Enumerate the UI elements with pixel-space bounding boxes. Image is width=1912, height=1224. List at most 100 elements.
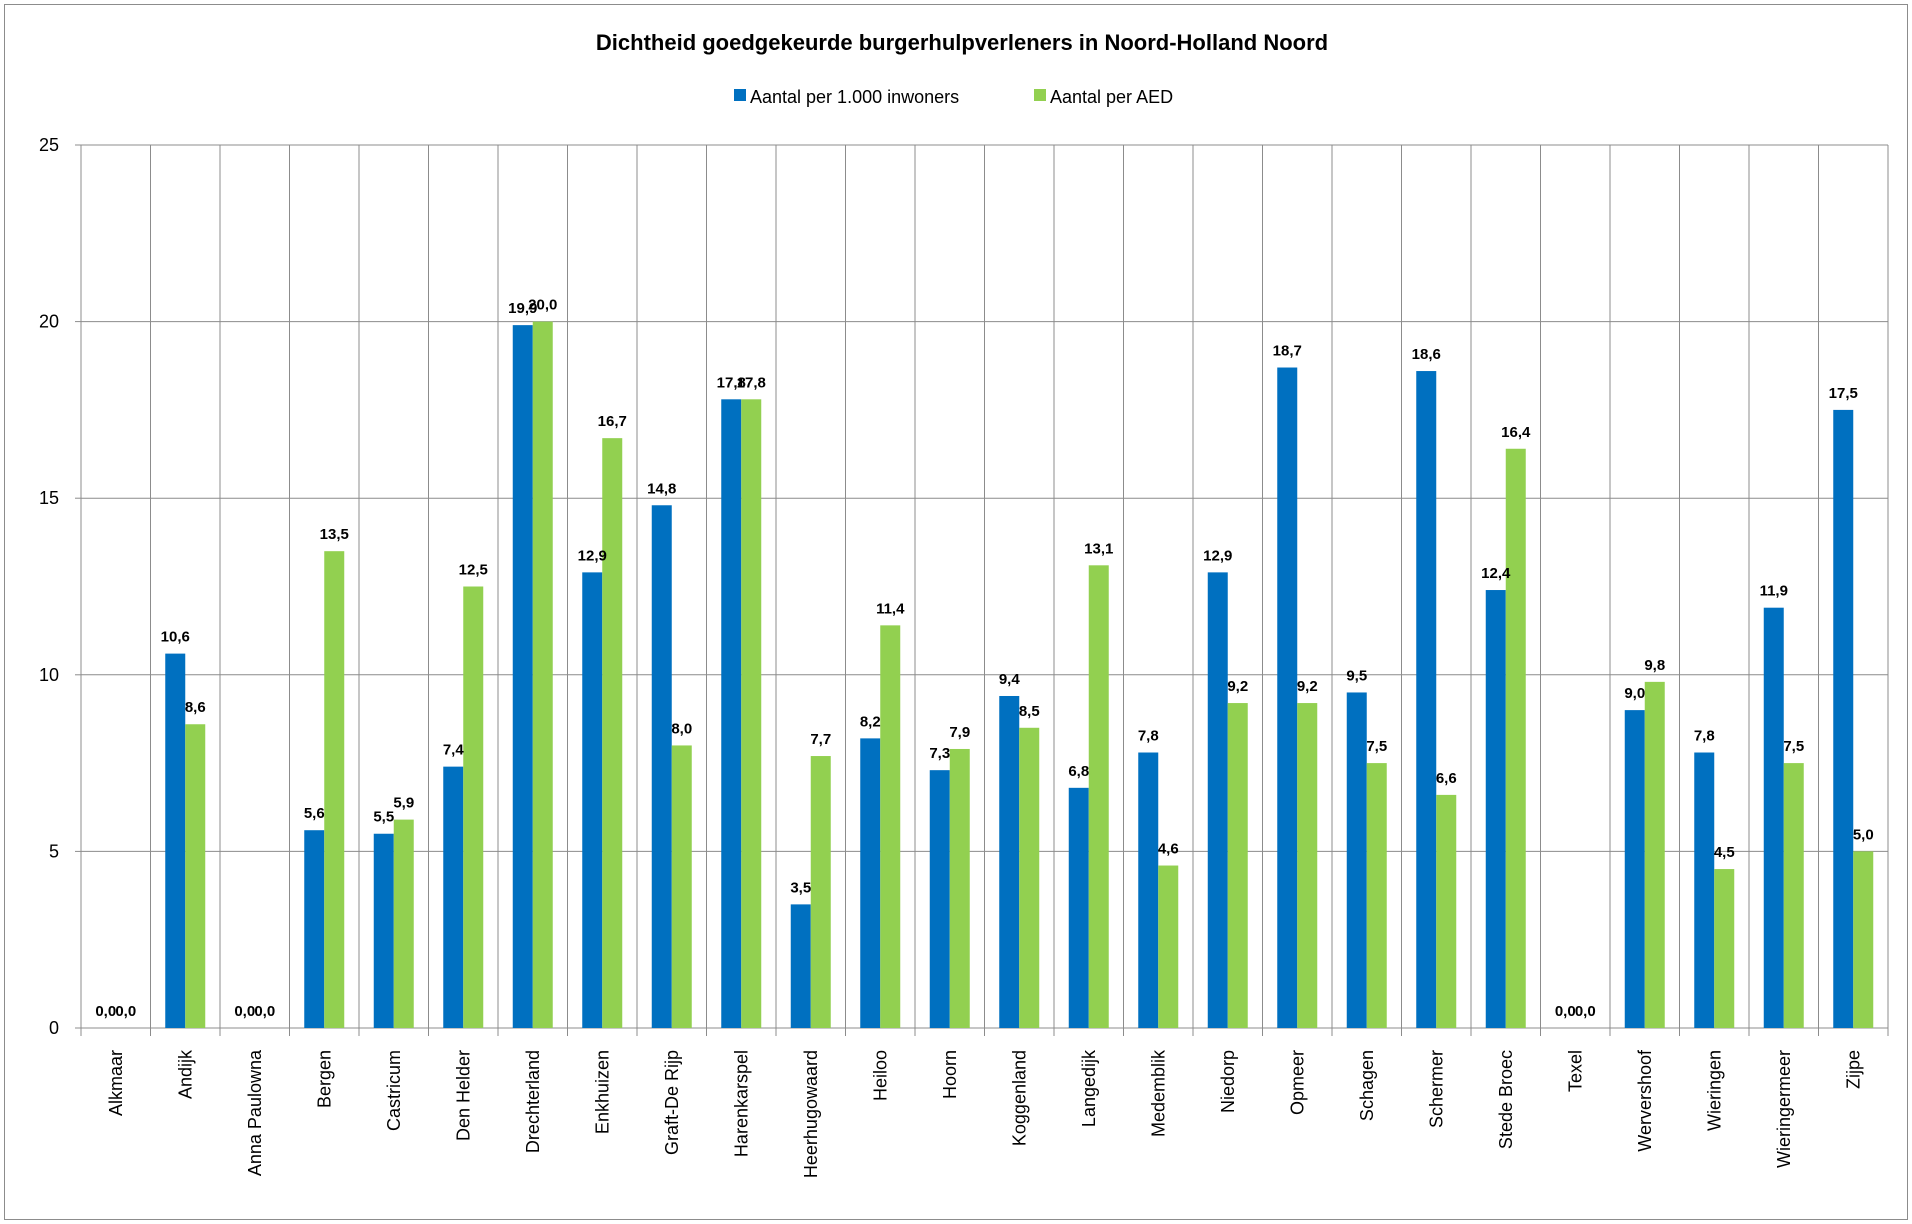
category-label: Opmeer	[1287, 1050, 1307, 1115]
bar-series-1	[1068, 787, 1089, 1028]
data-label-series-2: 5,0	[1853, 826, 1874, 843]
bar-series-1	[1694, 752, 1715, 1028]
bar-series-2	[1505, 448, 1526, 1028]
data-label-series-1: 12,4	[1481, 565, 1511, 582]
category-label: Texel	[1565, 1050, 1585, 1092]
bar-series-2	[741, 399, 762, 1029]
bar-series-2	[1088, 565, 1109, 1028]
y-axis: 0 5 10 15 20 25	[39, 135, 82, 1038]
data-label-series-1: 12,9	[1203, 547, 1232, 564]
data-label-series-2: 13,5	[320, 526, 349, 543]
category-label: Enkhuizen	[592, 1050, 612, 1134]
data-label-series-2: 8,6	[185, 699, 206, 716]
bar-series-1	[582, 572, 603, 1028]
category-label: Wieringen	[1704, 1050, 1724, 1131]
data-label-series-2: 8,5	[1019, 703, 1040, 720]
category-label: Drechterland	[523, 1050, 543, 1153]
legend-swatch-series-2	[1034, 89, 1046, 101]
data-label-series-1: 9,0	[1624, 685, 1645, 702]
category-label: Stede Broec	[1496, 1050, 1516, 1149]
category-label: Castricum	[384, 1050, 404, 1131]
category-label: Alkmaar	[106, 1050, 126, 1116]
bar-series-2	[1297, 703, 1318, 1028]
legend-label-series-1: Aantal per 1.000 inwoners	[750, 87, 959, 107]
data-label-series-2: 16,4	[1501, 424, 1531, 441]
data-label-series-2: 6,6	[1436, 770, 1457, 787]
category-label: Wervershoof	[1635, 1049, 1655, 1152]
legend: Aantal per 1.000 inwoners Aantal per AED	[734, 87, 1173, 107]
bar-series-1	[1624, 710, 1645, 1028]
data-label-series-1: 0,0	[95, 1003, 116, 1020]
data-label-series-1: 8,2	[860, 713, 881, 730]
bar-series-1	[512, 325, 533, 1029]
legend-label-series-2: Aantal per AED	[1050, 87, 1173, 107]
data-label-series-2: 16,7	[598, 413, 627, 430]
data-label-series-2: 13,1	[1084, 540, 1113, 557]
category-label: Den Helder	[453, 1050, 473, 1141]
bar-series-1	[651, 505, 672, 1028]
gridlines	[80, 144, 1889, 1036]
bar-series-1	[929, 770, 950, 1028]
y-tick-label: 15	[39, 488, 59, 508]
data-label-series-1: 3,5	[790, 879, 811, 896]
category-label: Schagen	[1357, 1050, 1377, 1121]
bar-series-2	[949, 748, 970, 1028]
category-label: Medemblik	[1148, 1049, 1168, 1137]
data-label-series-2: 7,5	[1783, 738, 1804, 755]
bar-series-1	[1277, 367, 1298, 1028]
data-label-series-1: 0,0	[234, 1003, 255, 1020]
category-label: Schermer	[1426, 1050, 1446, 1128]
bar-series-2	[880, 625, 901, 1028]
category-label: Heerhugowaard	[801, 1050, 821, 1178]
data-label-series-2: 20,0	[528, 297, 557, 314]
data-label-series-2: 0,0	[1575, 1003, 1596, 1020]
bar-series-2	[1158, 865, 1179, 1028]
bar-series-1	[1138, 752, 1159, 1028]
bar-series-1	[1485, 590, 1506, 1028]
bar-series-1	[1416, 371, 1437, 1029]
bar-series-1	[1207, 572, 1228, 1028]
data-label-series-1: 5,5	[373, 809, 394, 826]
data-label-series-2: 17,8	[737, 374, 766, 391]
category-label: Wieringermeer	[1774, 1050, 1794, 1168]
data-label-series-1: 17,8	[717, 374, 746, 391]
bar-series-2	[1366, 763, 1387, 1028]
data-label-series-1: 7,3	[929, 745, 950, 762]
category-label: Zijpe	[1843, 1050, 1863, 1089]
bar-series-1	[443, 766, 464, 1028]
data-label-series-2: 4,5	[1714, 844, 1735, 861]
data-label-series-1: 17,5	[1829, 385, 1858, 402]
bar-series-1	[304, 830, 325, 1028]
bar-series-2	[810, 756, 831, 1028]
data-label-series-2: 12,5	[459, 562, 488, 579]
data-label-series-1: 7,8	[1138, 728, 1159, 745]
category-label: Graft-De Rijp	[662, 1050, 682, 1155]
bar-series-2	[1783, 763, 1804, 1028]
data-label-series-1: 6,8	[1068, 763, 1089, 780]
bar-series-2	[1644, 681, 1665, 1028]
data-label-series-2: 11,4	[876, 600, 905, 617]
category-label: Koggenland	[1009, 1050, 1029, 1146]
data-label-series-2: 0,0	[115, 1003, 136, 1020]
category-labels: Alkmaar Andijk Anna Paulowna Bergen Castricu…	[106, 1049, 1864, 1178]
data-label-series-2: 0,0	[254, 1003, 275, 1020]
bar-series-1	[1346, 692, 1367, 1028]
y-tick-label: 10	[39, 665, 59, 685]
bar-series-2	[1853, 851, 1874, 1028]
data-label-series-2: 8,0	[671, 720, 692, 737]
data-labels: 0,0 0,010,68,60,0 0,05,613,55,55,97,412,51…	[95, 297, 1873, 1020]
data-label-series-1: 10,6	[161, 629, 190, 646]
bar-series-2	[324, 551, 345, 1028]
data-label-series-2: 7,5	[1366, 738, 1387, 755]
category-label: Heiloo	[870, 1050, 890, 1101]
category-label: Hoorn	[940, 1050, 960, 1099]
data-label-series-1: 18,7	[1273, 343, 1302, 360]
bar-series-1	[373, 833, 394, 1028]
bar-series-1	[165, 653, 186, 1028]
data-label-series-2: 4,6	[1158, 841, 1179, 858]
category-label: Harenkarspel	[731, 1050, 751, 1157]
y-tick-label: 0	[49, 1018, 59, 1038]
bar-series-2	[532, 321, 553, 1029]
bar-series-1	[999, 695, 1020, 1028]
data-label-series-2: 9,8	[1644, 657, 1665, 674]
